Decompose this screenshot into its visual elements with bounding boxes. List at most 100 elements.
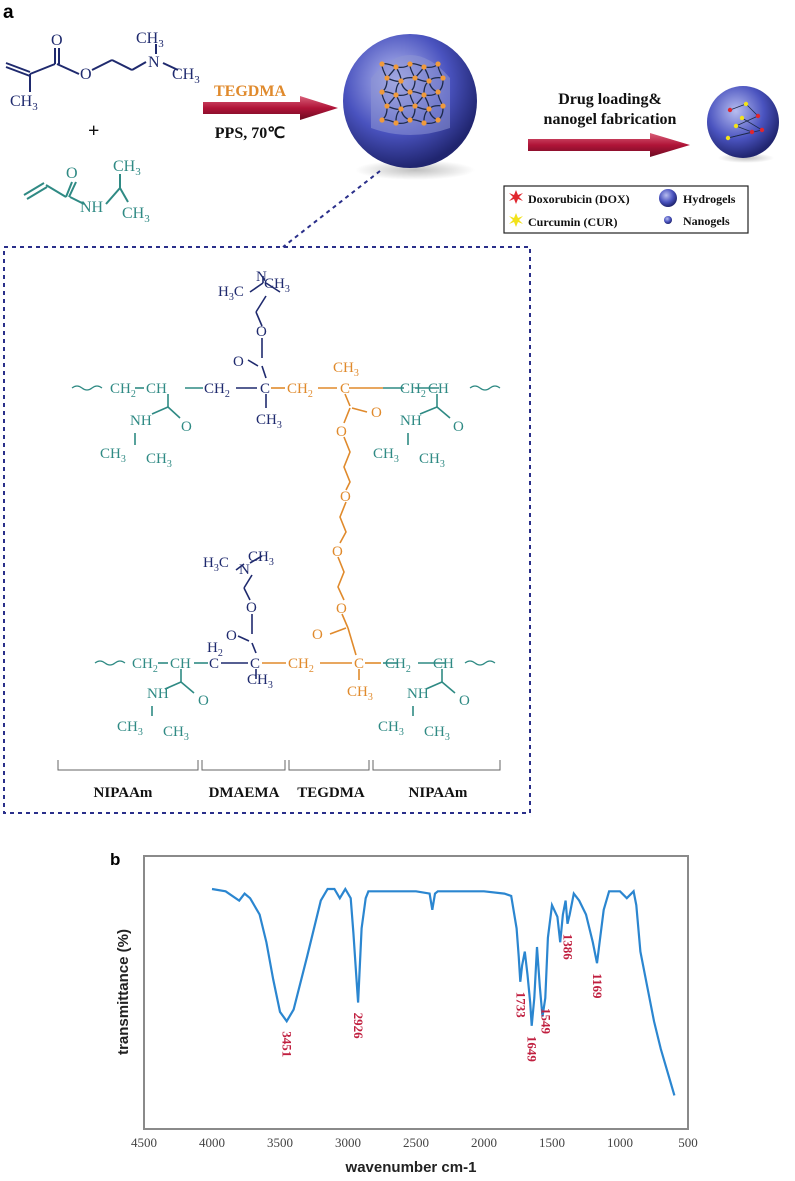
lower-ch3-1b: CH3	[163, 724, 189, 743]
lower-o-1: O	[198, 693, 209, 709]
arrow1-top-label: TEGDMA	[214, 83, 286, 100]
x-tick-1000: 1000	[607, 1135, 633, 1150]
cur-drug-dot	[725, 135, 731, 141]
upper-ch2-2: CH2	[400, 381, 426, 400]
crosslink-node	[421, 120, 427, 126]
upper-dm-o-ester: O	[256, 324, 267, 340]
crosslink-node	[407, 61, 413, 67]
lower-c-dm-left: C	[209, 656, 219, 672]
cur-drug-dot	[739, 115, 745, 121]
teg-o-2: O	[340, 489, 351, 505]
x-tick-2500: 2500	[403, 1135, 429, 1150]
crosslink-node	[398, 78, 404, 84]
crosslink-node	[379, 89, 385, 95]
structure-box	[3, 246, 531, 814]
nipaam-nh: NH	[80, 199, 104, 216]
lower-ch2-2: CH2	[385, 656, 411, 675]
red-star-icon	[509, 190, 523, 204]
peak-label-2926: 2926	[351, 1013, 366, 1040]
upper-ch2-dm: CH2	[204, 381, 230, 400]
crosslink-node	[379, 117, 385, 123]
upper-c-dm: C	[260, 381, 270, 397]
nanogel-strand	[745, 103, 759, 117]
nanogel-strand	[741, 117, 763, 131]
crosslink-node	[407, 117, 413, 123]
legend-nanogels: Nanogels	[683, 214, 730, 228]
reaction-arrow-1	[203, 96, 338, 120]
crosslink-node	[379, 61, 385, 67]
segment-label-dmaema: DMAEMA	[209, 785, 280, 801]
crosslink-node	[384, 103, 390, 109]
lower-dm-o-ester: O	[246, 600, 257, 616]
legend-hydrogels: Hydrogels	[683, 192, 736, 206]
crosslink-node	[426, 106, 432, 112]
upper-ch2-1: CH2	[110, 381, 136, 400]
peak-label-1549: 1549	[538, 1008, 553, 1035]
upper-nh-1: NH	[130, 413, 152, 429]
lower-teg-o-carbonyl: O	[312, 627, 323, 643]
peak-label-1386: 1386	[561, 934, 576, 961]
lower-ch2-teg: CH2	[288, 656, 314, 675]
plot-frame	[143, 855, 689, 1130]
upper-teg-o-carbonyl: O	[371, 405, 382, 421]
nipaam-ch3-top: CH3	[113, 158, 141, 178]
teg-o-3: O	[332, 544, 343, 560]
nanogel-sphere	[707, 86, 779, 163]
crosslink-node	[384, 75, 390, 81]
nanogel-strand	[729, 103, 747, 111]
segment-label-nipaam-1: NIPAAm	[94, 785, 153, 801]
lower-dm-ch3: CH3	[248, 549, 274, 568]
crosslink-node	[393, 120, 399, 126]
x-tick-labels: 4500 4000 3500 3000 2500 2000 1500 1000 500	[131, 1135, 698, 1150]
dmaema-ch3-left: CH3	[10, 93, 38, 113]
crosslink-node	[398, 106, 404, 112]
x-axis-label: wavenumber cm-1	[345, 1159, 477, 1176]
dmaema-ch3-top: CH3	[136, 30, 164, 50]
crosslink-node	[412, 75, 418, 81]
x-tick-2000: 2000	[471, 1135, 497, 1150]
lower-dm-ch3-bottom: CH3	[247, 672, 273, 691]
peak-label-3451: 3451	[280, 1031, 295, 1057]
dox-drug-dot	[755, 113, 761, 119]
crosslink-node	[421, 92, 427, 98]
cur-drug-dot	[733, 123, 739, 129]
x-tick-4500: 4500	[131, 1135, 157, 1150]
legend-box	[503, 185, 749, 234]
crosslink-node	[426, 78, 432, 84]
segment-label-tegdma: TEGDMA	[297, 785, 365, 801]
upper-dm-ch3-bottom: CH3	[256, 412, 282, 431]
crosslink-node	[407, 89, 413, 95]
arrow1-bottom-label: PPS, 70℃	[215, 125, 285, 142]
nipaam-o: O	[66, 165, 78, 182]
small-sphere-icon	[664, 216, 672, 224]
dox-drug-dot	[749, 129, 755, 135]
teg-o-4: O	[336, 601, 347, 617]
upper-dm-n: N	[256, 269, 267, 285]
crosslink-node	[440, 103, 446, 109]
dmaema-monomer	[5, 44, 179, 92]
lower-ch3-2a: CH3	[378, 719, 404, 738]
lower-o-2: O	[459, 693, 470, 709]
lower-dm-h3c: H3C	[203, 555, 229, 574]
upper-dm-ch3: CH3	[264, 276, 290, 295]
lower-ch3-1a: CH3	[117, 719, 143, 738]
large-sphere-icon	[659, 189, 677, 207]
lower-ch-1: CH	[170, 656, 191, 672]
x-tick-4000: 4000	[199, 1135, 225, 1150]
arrow2-label-line2: nanogel fabrication	[544, 111, 677, 128]
nipaam-monomer	[23, 174, 129, 205]
crosslink-node	[435, 61, 441, 67]
upper-ch3-2b: CH3	[419, 451, 445, 470]
nanogel-strand	[735, 125, 753, 133]
x-tick-1500: 1500	[539, 1135, 565, 1150]
upper-ch3-2a: CH3	[373, 446, 399, 465]
x-tick-3000: 3000	[335, 1135, 361, 1150]
teg-o-1: O	[336, 424, 347, 440]
upper-dm-h3c: H3C	[218, 284, 244, 303]
plus-sign: +	[88, 120, 99, 142]
upper-dm-o-carbonyl: O	[233, 354, 244, 370]
crosslink-node	[393, 92, 399, 98]
y-axis-label: transmittance (%)	[115, 929, 132, 1055]
